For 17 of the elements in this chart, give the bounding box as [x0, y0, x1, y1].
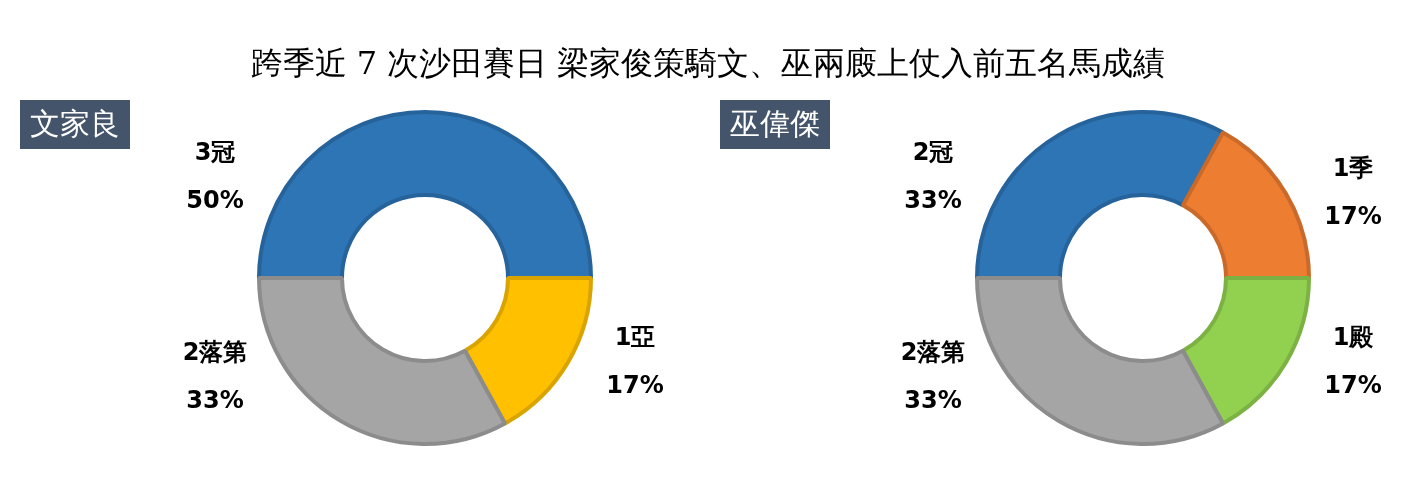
data-label: 50%	[186, 186, 244, 215]
data-label: 33%	[904, 386, 962, 415]
slice-label: 1亞	[614, 322, 656, 351]
data-label: 33%	[904, 186, 962, 215]
data-label: 17%	[1324, 370, 1382, 399]
slice-label: 2冠	[912, 138, 954, 167]
slice-label: 3冠	[194, 138, 236, 167]
slice-label: 2落第	[900, 338, 966, 367]
data-label: 17%	[606, 370, 664, 399]
slice-label: 1殿	[1332, 322, 1375, 351]
chart-title: 跨季近 7 次沙田賽日 梁家俊策騎文、巫兩廄上仗入前五名馬成績	[249, 43, 1167, 84]
slice-label: 2落第	[182, 338, 248, 367]
chart-subtitle: 文家良	[20, 100, 130, 149]
data-label: 33%	[186, 386, 244, 415]
slice-label: 1季	[1332, 153, 1374, 182]
data-label: 17%	[1324, 201, 1382, 230]
chart-subtitle: 巫偉傑	[720, 100, 830, 149]
